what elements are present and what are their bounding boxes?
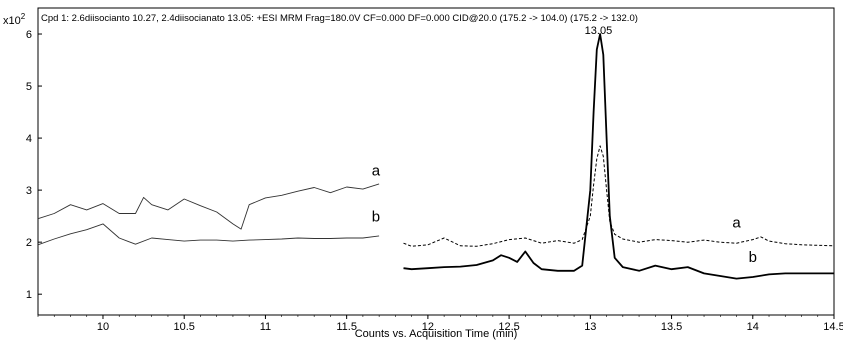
x-axis-label: Counts vs. Acquisition Time (min) <box>355 328 518 340</box>
trace-label-b: b <box>749 249 757 266</box>
y-tick-label: 6 <box>26 29 32 41</box>
x-tick-label: 10 <box>97 321 109 333</box>
x-axis-ticks: 10 10.5 11 11.5 12 12.5 13 13.5 14 14.5 <box>37 315 843 333</box>
x-tick-label: 11.5 <box>336 321 357 333</box>
trace-label-a: a <box>372 163 381 180</box>
x-tick-label: 14.5 <box>823 321 843 333</box>
trace-a-right <box>403 145 835 247</box>
trace-b-left <box>37 223 380 246</box>
y-tick-label: 3 <box>26 185 32 197</box>
x-tick-label: 12.5 <box>498 321 519 333</box>
x-tick-label: 13.5 <box>661 321 682 333</box>
trace-label-b: b <box>372 208 380 225</box>
peak-label: 13.05 <box>585 25 613 37</box>
y-tick-label: 2 <box>26 237 32 249</box>
y-tick-label: 5 <box>26 81 32 93</box>
y-multiplier: x102 <box>3 12 26 27</box>
trace-b-right <box>403 33 834 280</box>
plot-frame <box>37 7 835 316</box>
y-axis-ticks: 1 2 3 4 5 6 <box>26 29 42 301</box>
x-tick-label: 12 <box>422 321 434 333</box>
trace-a-left <box>37 183 380 230</box>
x-tick-label: 11 <box>260 321 271 333</box>
trace-label-a: a <box>732 215 741 232</box>
y-tick-label: 1 <box>26 289 32 301</box>
x-tick-label: 14 <box>747 321 759 333</box>
y-tick-label: 4 <box>26 133 32 145</box>
x-tick-label: 13 <box>584 321 596 333</box>
traces <box>37 33 835 280</box>
x-tick-label: 10.5 <box>173 321 194 333</box>
chart-title: Cpd 1: 2.6diisocianto 10.27, 2.4diisocia… <box>41 13 638 24</box>
